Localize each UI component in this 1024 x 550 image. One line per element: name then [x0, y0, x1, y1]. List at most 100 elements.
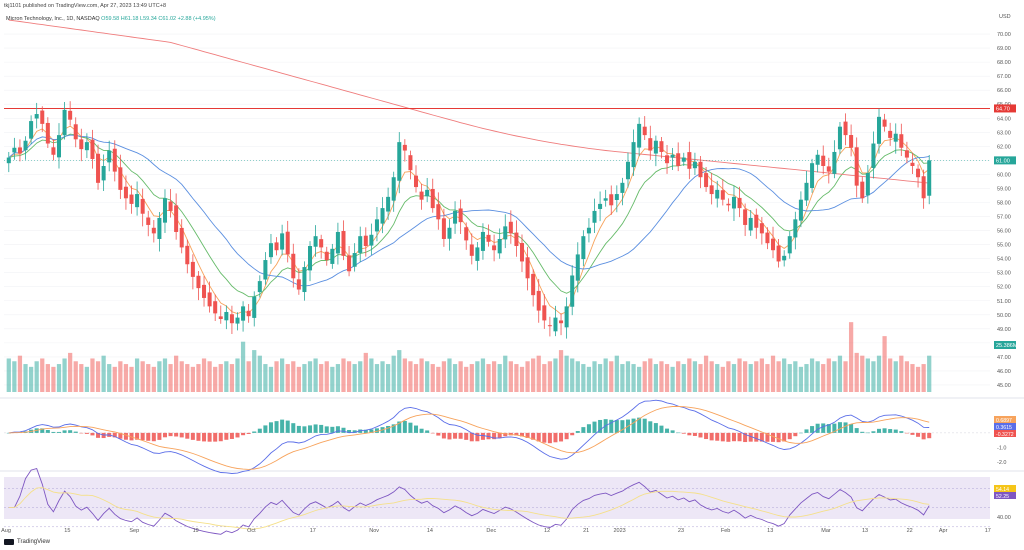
volume-bar: [51, 366, 56, 392]
candle-body: [592, 210, 597, 223]
macd-histogram-bar: [525, 432, 530, 438]
macd-histogram-bar: [581, 427, 586, 433]
candle-body: [832, 151, 837, 174]
candle-body: [68, 110, 73, 120]
macd-histogram-bar: [157, 432, 162, 440]
macd-histogram-bar: [648, 421, 653, 433]
time-tick-label: 23: [678, 528, 684, 534]
price-tick-label: 68.00: [997, 60, 1011, 66]
macd-histogram-bar: [280, 419, 285, 433]
volume-label-bg: [994, 341, 1016, 349]
candle-body: [408, 155, 413, 171]
candle-body: [453, 210, 458, 224]
time-tick-label: 13: [862, 528, 868, 534]
candle-body: [731, 196, 736, 209]
macd-histogram-bar: [308, 425, 313, 433]
macd-histogram-bar: [162, 432, 167, 438]
candle-body: [391, 177, 396, 201]
volume-bar: [497, 364, 502, 392]
resistance-price-label-bg: [994, 104, 1016, 113]
candle-body: [330, 248, 335, 264]
volume-bar: [570, 358, 575, 392]
macd-histogram-bar: [369, 429, 374, 433]
candle-body: [352, 253, 357, 267]
volume-bar: [664, 364, 670, 392]
candle-body: [893, 133, 898, 142]
candle-body: [665, 155, 670, 164]
macd-histogram-bar: [709, 432, 714, 441]
macd-histogram-bar: [469, 432, 474, 442]
price-tick-label: 58.00: [997, 200, 1011, 206]
macd-histogram-bar: [324, 426, 329, 433]
volume-bar: [776, 361, 781, 392]
macd-histogram-bar: [916, 432, 921, 437]
candle-body: [704, 173, 709, 188]
macd-histogram-bar: [436, 432, 441, 436]
candle-body: [542, 305, 547, 321]
price-tick-label: 47.00: [997, 355, 1011, 361]
volume-bar: [313, 358, 318, 392]
volume-bar: [787, 364, 792, 392]
macd-histogram-bar: [681, 432, 686, 434]
price-tick-label: 53.00: [997, 271, 1011, 277]
macd-histogram-bar: [96, 432, 101, 438]
time-tick-label: Dec: [486, 528, 496, 534]
macd-histogram-bar: [213, 432, 218, 442]
candle-body: [492, 245, 497, 251]
macd-histogram-bar: [514, 432, 519, 436]
candle-body: [29, 121, 34, 139]
candle-body: [653, 140, 658, 154]
price-tick-label: 70.00: [997, 32, 1011, 38]
candle-body: [559, 320, 564, 324]
volume-bar: [369, 358, 374, 392]
macd-histogram-bar: [45, 429, 50, 433]
macd-histogram-bar: [642, 418, 647, 433]
macd-histogram-bar: [876, 428, 882, 433]
candle-body: [860, 181, 865, 199]
macd-histogram-bar: [229, 432, 234, 439]
macd-histogram-bar: [631, 418, 636, 433]
candle-body: [475, 247, 480, 261]
volume-bar: [469, 364, 474, 392]
symbol-name: Micron Technology, Inc., 1D, NASDAQ: [6, 16, 100, 22]
candle-body: [447, 227, 452, 239]
volume-bar: [464, 366, 469, 392]
time-tick-label: Oct: [247, 528, 256, 534]
rsi-tick-label: 40.00: [997, 515, 1011, 521]
volume-bar: [620, 364, 625, 392]
candle-body: [246, 310, 251, 317]
price-tick-label: 69.00: [997, 46, 1011, 52]
volume-bar: [257, 355, 262, 392]
macd-histogram-bar: [101, 432, 106, 439]
macd-histogram-bar: [335, 426, 340, 433]
volume-bar: [754, 361, 759, 392]
macd-histogram-bar: [659, 425, 664, 433]
macd-histogram-bar: [146, 432, 151, 441]
macd-histogram-bar: [832, 423, 837, 433]
time-tick-label: 17: [310, 528, 316, 534]
macd-histogram-bar: [441, 432, 446, 439]
macd-histogram-bar: [893, 429, 898, 433]
candle-body: [263, 260, 268, 280]
macd-histogram-bar: [536, 432, 541, 442]
candle-body: [62, 109, 67, 136]
candle-body: [190, 261, 195, 277]
volume-bar: [642, 361, 647, 392]
candle-body: [458, 208, 463, 223]
candle-body: [12, 147, 17, 153]
volume-bar: [597, 364, 603, 392]
candle-body: [129, 194, 134, 204]
volume-bar: [263, 364, 268, 392]
volume-bar: [68, 352, 73, 392]
volume-bar: [17, 355, 23, 392]
volume-bar: [687, 358, 692, 392]
volume-bar: [162, 358, 168, 392]
candle-body: [202, 284, 207, 298]
brand-footer[interactable]: TradingView: [4, 539, 50, 545]
volume-bar: [676, 361, 681, 392]
macd-histogram-bar: [882, 428, 887, 433]
candle-body: [625, 161, 630, 180]
rsi-line: [8, 468, 930, 535]
